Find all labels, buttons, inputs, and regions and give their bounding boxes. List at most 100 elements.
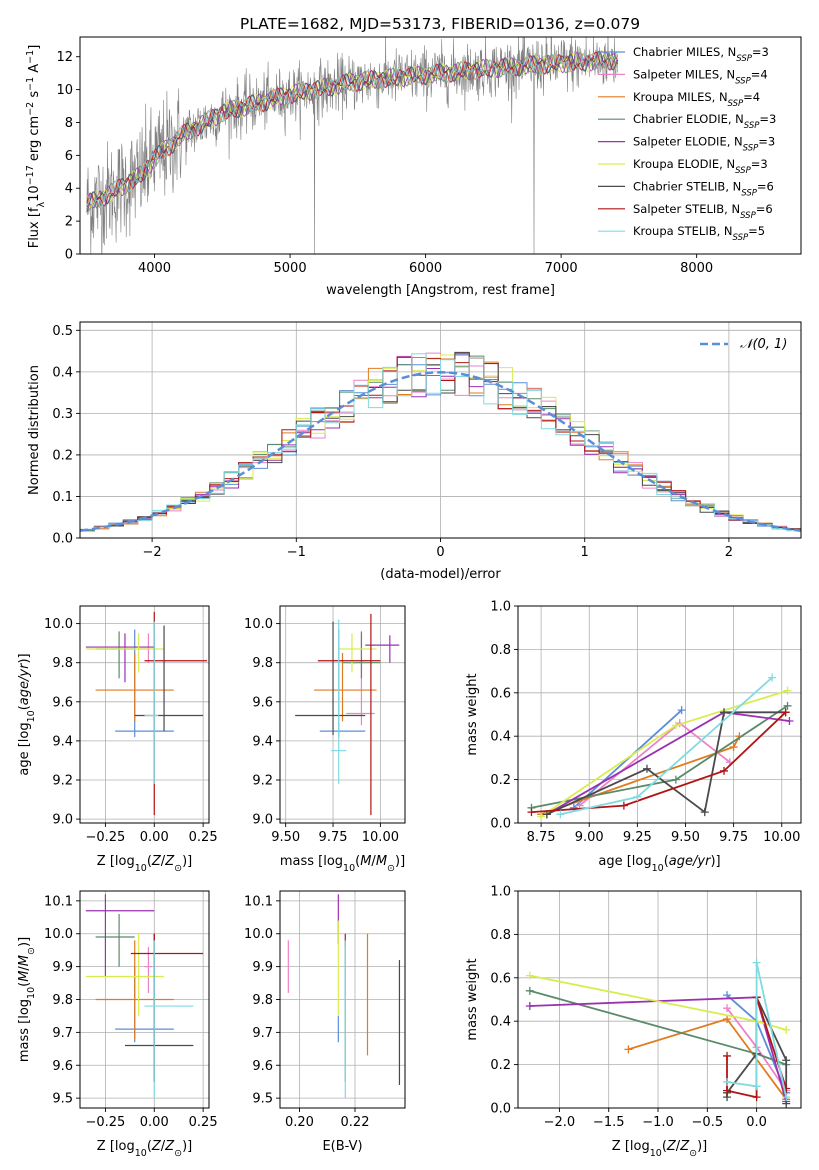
axes-frame [79, 605, 210, 824]
series-marker [556, 810, 565, 819]
label-part: Z [666, 1139, 677, 1154]
y-tick-label: 9.0 [252, 813, 273, 828]
label-part: ⊙ [689, 1148, 697, 1159]
y-tick-label: 0.2 [490, 1058, 511, 1073]
legend-sub: SSP [740, 211, 756, 221]
label-part: age [17, 681, 32, 705]
label-part: Flux [f [27, 207, 42, 248]
series-marker [723, 1015, 732, 1024]
series-marker [677, 706, 686, 715]
label-part: 10 [26, 710, 37, 722]
y-tick-label: 0.4 [490, 730, 511, 745]
y-tick-label: 9.6 [52, 1059, 73, 1074]
legend-label: Kroupa STELIB, N [633, 224, 733, 238]
label-part: mass [log [280, 854, 343, 869]
y-tick-label: 0.2 [490, 773, 511, 788]
label-part: ( [17, 982, 32, 987]
y-tick-label: 10.1 [44, 894, 73, 909]
label-part: / [676, 1139, 681, 1154]
y-tick-label: 10.0 [44, 617, 73, 632]
label-part: Z [151, 1139, 162, 1154]
legend-entry: Salpeter MILES, NSSP=4 [633, 67, 768, 86]
legend-label: Kroupa ELODIE, N [633, 157, 735, 171]
y-tick-label: 1.0 [490, 600, 511, 615]
x-axis-label: (data-model)/error [380, 567, 501, 582]
y-tick-label: 9.5 [252, 1092, 273, 1107]
series-marker [700, 808, 709, 817]
panel-8: −2.0 −1.5 −1.0 −0.5 0.0 0.0 0.2 0.4 0.6 0.8 1.0 Z [… [465, 885, 802, 1159]
label-part: ( [662, 1139, 667, 1154]
y-axis-label: Flux [fλ10−17 erg cm−2 s−1 A−1] [25, 45, 47, 249]
series-line [726, 962, 788, 1098]
series-marker [624, 1045, 633, 1054]
gaussian-curve [80, 371, 801, 532]
y-tick-label: 12 [56, 50, 73, 65]
plot-area [295, 613, 400, 816]
series-marker [723, 1077, 732, 1086]
label-part: mass [log [17, 999, 32, 1062]
x-tick-label: 9.25 [623, 830, 652, 845]
label-part: ⊙ [387, 863, 395, 874]
label-part: erg cm [27, 116, 42, 165]
y-tick-label: 0 [65, 248, 73, 263]
label-part: s [27, 91, 42, 102]
y-tick-label: 9.4 [52, 734, 73, 749]
y-tick-label: 9.8 [52, 656, 73, 671]
y-tick-label: 2 [65, 215, 73, 230]
legend-sub: SSP [736, 54, 752, 64]
legend-entry: Chabrier ELODIE, NSSP=3 [633, 112, 776, 131]
panel-7: 0.20 0.22 9.5 9.6 9.7 9.8 9.9 10.0 10.1 E(B-V) [244, 890, 406, 1154]
label-part: age [669, 854, 693, 869]
x-tick-label: 0.25 [189, 830, 218, 845]
label-part: −1 [25, 77, 36, 91]
y-tick-label: 9.8 [252, 656, 273, 671]
y-tick-label: 9.6 [252, 1059, 273, 1074]
legend-label: Salpeter MILES, N [633, 67, 735, 81]
series-marker [619, 801, 628, 810]
legend-suffix: =3 [751, 157, 768, 171]
panel-5: 8.75 9.00 9.25 9.50 9.75 10.00 0.0 0.2 0.4 0.6 0.8… [465, 600, 802, 874]
x-tick-label: −0.25 [85, 830, 125, 845]
axes-frame [79, 321, 802, 539]
plot-area [525, 958, 791, 1108]
label-part: −17 [25, 165, 36, 185]
y-tick-label: 9.7 [52, 1026, 73, 1041]
x-tick-label: 6000 [409, 261, 442, 276]
x-tick-label: −0.25 [85, 1115, 125, 1130]
x-axis-label: E(B-V) [322, 1139, 362, 1154]
x-tick-label: 0.20 [285, 1115, 314, 1130]
x-tick-label: 0.00 [140, 830, 169, 845]
series-marker [782, 1093, 791, 1102]
series-marker [729, 743, 738, 752]
label-part: M [360, 854, 371, 869]
y-tick-label: 10.0 [44, 927, 73, 942]
label-part: / [692, 854, 699, 869]
label-part: ⊙ [174, 1148, 182, 1159]
series-marker [537, 812, 546, 821]
legend-suffix: =6 [756, 202, 773, 216]
label-part: 10 [27, 185, 42, 202]
label-part: )] [17, 937, 32, 947]
legend-label: Chabrier MILES, N [633, 45, 736, 59]
y-tick-label: 10.0 [244, 617, 273, 632]
label-part: 10 [343, 863, 355, 874]
label-part: )] [710, 854, 720, 869]
legend-suffix: =3 [752, 45, 769, 59]
legend-entry: Chabrier STELIB, NSSP=6 [633, 179, 774, 198]
label-part: Z [164, 1139, 175, 1154]
legend-sub: SSP [741, 188, 757, 198]
legend-entry: Salpeter STELIB, NSSP=6 [633, 202, 773, 221]
y-tick-label: 0.0 [52, 532, 73, 547]
label-part: Z [log [612, 1139, 650, 1154]
spectrum-data-line [86, 37, 619, 254]
x-tick-label: 10.00 [362, 830, 399, 845]
x-tick-label: 0.0 [746, 1115, 767, 1130]
x-tick-label: 0.25 [189, 1115, 218, 1130]
series-marker [782, 1025, 791, 1034]
legend-entry: 𝒩(0, 1) [740, 337, 787, 352]
label-part: Z [679, 1139, 690, 1154]
x-tick-label: 2 [725, 545, 733, 560]
label-part: yr [17, 662, 32, 678]
legend-sub: SSP [735, 166, 751, 176]
legend-sub: SSP [728, 99, 744, 109]
